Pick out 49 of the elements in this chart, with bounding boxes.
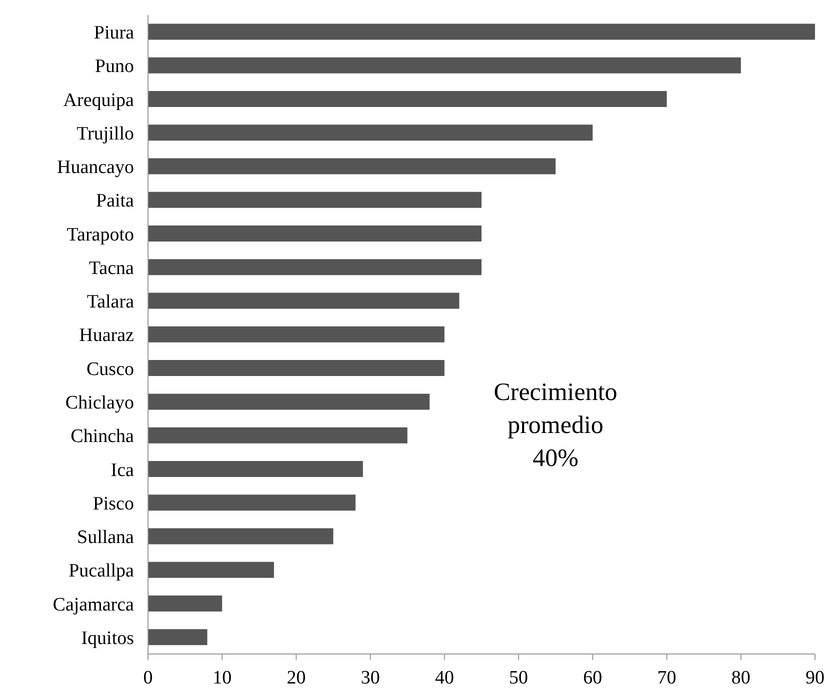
x-tick-label: 50 (509, 667, 528, 688)
bar (148, 24, 815, 40)
bar (148, 427, 408, 444)
bar (148, 528, 334, 544)
bar (148, 562, 274, 578)
bar (148, 460, 363, 477)
bar (148, 494, 356, 511)
y-tick-label: Cusco (86, 358, 134, 380)
bar (148, 91, 667, 108)
y-tick-label: Puno (94, 56, 134, 78)
y-tick-label: Talara (86, 292, 135, 313)
y-tick-label: Cajamarca (52, 594, 135, 616)
x-tick-label: 0 (143, 667, 153, 688)
x-tick-label: 70 (657, 667, 676, 688)
x-tick-label: 40 (434, 667, 454, 688)
x-tick-label: 60 (583, 667, 602, 688)
y-tick-label: Arequipa (63, 90, 135, 111)
y-tick-label: Huancayo (56, 157, 134, 178)
x-tick-label: 10 (212, 667, 232, 688)
bar (148, 595, 222, 612)
bar (148, 158, 556, 174)
y-tick-label: Chiclayo (65, 392, 134, 414)
y-tick-label: Paita (96, 190, 135, 212)
x-tick-label: 30 (360, 667, 380, 688)
x-tick-label: 20 (286, 667, 306, 688)
y-tick-label: Trujillo (76, 123, 134, 144)
bar (148, 292, 460, 309)
bar (148, 124, 593, 141)
y-tick-label: Chincha (70, 426, 135, 448)
bar (148, 226, 482, 242)
bar (148, 629, 208, 646)
y-tick-label: Huaraz (79, 325, 134, 346)
y-tick-label: Pucallpa (68, 560, 135, 582)
bar (148, 360, 444, 376)
x-tick-label: 80 (731, 667, 750, 688)
y-tick-label: Iquitos (81, 628, 134, 649)
y-tick-label: Ica (110, 460, 135, 481)
bar (148, 192, 482, 208)
bar (148, 326, 444, 342)
bar (148, 57, 741, 74)
bar (148, 259, 482, 276)
bar (148, 394, 430, 410)
y-tick-label: Tacna (88, 258, 135, 279)
y-tick-label: Pisco (92, 493, 134, 514)
annotation: Crecimiento promedio 40% (492, 378, 618, 474)
y-tick-label: Sullana (77, 527, 135, 548)
y-tick-label: Tarapoto (66, 224, 134, 246)
y-tick-label: Piura (94, 22, 135, 44)
x-tick-label: 90 (806, 667, 824, 688)
